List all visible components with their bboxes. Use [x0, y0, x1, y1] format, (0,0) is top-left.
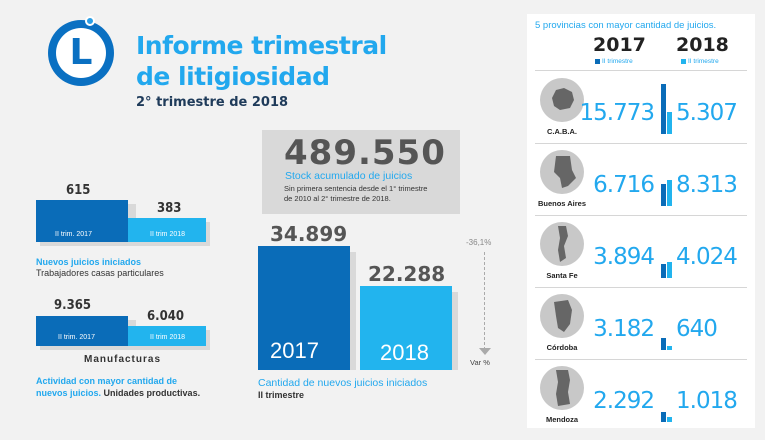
province-bar-2018 — [667, 180, 672, 206]
stock-note: Sin primera sentencia desde el 1° trimes… — [284, 184, 454, 204]
stock-note-line-2: de 2010 al 2° trimestre de 2018. — [284, 194, 391, 203]
stock-value: 489.550 — [284, 133, 446, 173]
page-title: Informe trimestral de litigiosidad — [136, 30, 387, 92]
manuf-value-2017: 9.365 — [54, 298, 91, 313]
province-bar-2017 — [661, 412, 666, 422]
manuf-heading: Manufacturas — [84, 354, 162, 365]
row-divider — [535, 287, 747, 288]
province-bar-2017 — [661, 84, 666, 134]
stock-label: Stock acumulado de juicios — [285, 170, 413, 182]
province-value-2018: 5.307 — [676, 100, 738, 126]
province-bar-2018 — [667, 417, 672, 422]
stock-note-line-1: Sin primera sentencia desde el 1° trimes… — [284, 184, 428, 193]
province-value-2018: 640 — [676, 316, 718, 342]
cordoba-map-icon-shape — [554, 300, 572, 332]
year-2018-heading: 2018 — [676, 34, 729, 56]
caba-map-icon — [540, 78, 584, 122]
manuf-caption-dark: Unidades productivas. — [103, 388, 201, 398]
province-bar-2017 — [661, 264, 666, 278]
manuf-label-2017: II trim. 2017 — [58, 334, 95, 341]
manuf-bar-2018 — [128, 326, 206, 346]
row-divider — [535, 215, 747, 216]
nuevos-year-2017: 2017 — [270, 338, 319, 363]
down-arrow-icon — [479, 348, 491, 355]
casas-bar-2017 — [36, 200, 128, 242]
legend-square-light — [681, 58, 686, 64]
nuevos-value-2017: 34.899 — [270, 222, 348, 246]
nuevos-bar-2017 — [258, 246, 350, 370]
province-value-2017: 6.716 — [593, 172, 655, 198]
buenos-aires-map-icon-shape — [554, 156, 576, 188]
caba-map-icon-shape — [552, 88, 574, 110]
province-value-2017: 2.292 — [593, 388, 655, 414]
province-value-2018: 4.024 — [676, 244, 738, 270]
trim-label-2018-text: II trimestre — [688, 58, 719, 65]
provinces-title: 5 provincias con mayor cantidad de juici… — [535, 20, 717, 31]
variation-value: -36,1% — [466, 238, 492, 247]
variation-label: Var % — [470, 358, 490, 367]
manuf-caption-line2: nuevos juicios. Unidades productivas. — [36, 387, 200, 399]
mendoza-map-icon — [540, 366, 584, 410]
trim-label-2018: II trimestre — [681, 58, 719, 65]
mendoza-map-icon-shape — [556, 370, 570, 406]
manuf-value-2018: 6.040 — [147, 309, 184, 324]
title-line-2: de litigiosidad — [136, 62, 330, 91]
province-name: Córdoba — [546, 343, 578, 352]
casas-value-2017: 615 — [66, 183, 91, 198]
province-bar-2018 — [667, 262, 672, 278]
nuevos-bar-2018 — [360, 286, 452, 370]
manuf-bar-2017 — [36, 316, 128, 346]
logo-letter: L — [56, 28, 106, 78]
province-value-2018: 8.313 — [676, 172, 738, 198]
casas-caption-dark: Trabajadores casas particulares — [36, 268, 164, 278]
manuf-caption-blue-2: nuevos juicios. — [36, 388, 102, 398]
casas-label-2017: II trim. 2017 — [55, 231, 92, 238]
nuevos-value-2018: 22.288 — [368, 262, 446, 286]
province-name: C.A.B.A. — [547, 127, 577, 136]
casas-label-2018: II trim 2018 — [150, 231, 186, 238]
buenos-aires-map-icon — [540, 150, 584, 194]
santa-fe-map-icon — [540, 222, 584, 266]
casas-value-2018: 383 — [157, 201, 182, 216]
nuevos-caption-blue: Cantidad de nuevos juicios iniciados — [258, 377, 428, 389]
province-value-2018: 1.018 — [676, 388, 738, 414]
stock-box — [262, 130, 460, 214]
trim-label-2017: II trimestre — [595, 58, 633, 65]
province-bar-2018 — [667, 112, 672, 134]
province-value-2017: 3.182 — [593, 316, 655, 342]
province-bar-2017 — [661, 184, 666, 206]
cordoba-map-icon — [540, 294, 584, 338]
province-value-2017: 3.894 — [593, 244, 655, 270]
row-divider — [535, 70, 747, 71]
province-bar-2018 — [667, 346, 672, 350]
title-line-1: Informe trimestral — [136, 31, 387, 60]
page-subtitle: 2° trimestre de 2018 — [136, 95, 289, 110]
logo-dot — [85, 16, 95, 26]
nuevos-year-2018: 2018 — [380, 340, 429, 365]
year-2017-heading: 2017 — [593, 34, 646, 56]
row-divider — [535, 143, 747, 144]
santa-fe-map-icon-shape — [558, 226, 568, 262]
trim-label-2017-text: II trimestre — [602, 58, 633, 65]
legend-square-dark — [595, 58, 600, 64]
province-name: Santa Fe — [546, 271, 578, 280]
casas-bar-2018 — [128, 218, 206, 242]
manuf-label-2018: II trim 2018 — [150, 334, 186, 341]
variation-arrow-line — [484, 252, 485, 350]
province-bar-2017 — [661, 338, 666, 350]
province-value-2017: 15.773 — [579, 100, 655, 126]
manuf-caption-blue-1: Actividad con mayor cantidad de — [36, 376, 178, 386]
nuevos-caption-dark: II trimestre — [258, 390, 305, 400]
province-name: Buenos Aires — [537, 199, 587, 208]
row-divider — [535, 359, 747, 360]
casas-caption-blue: Nuevos juicios iniciados — [36, 257, 142, 267]
province-name: Mendoza — [545, 415, 579, 424]
